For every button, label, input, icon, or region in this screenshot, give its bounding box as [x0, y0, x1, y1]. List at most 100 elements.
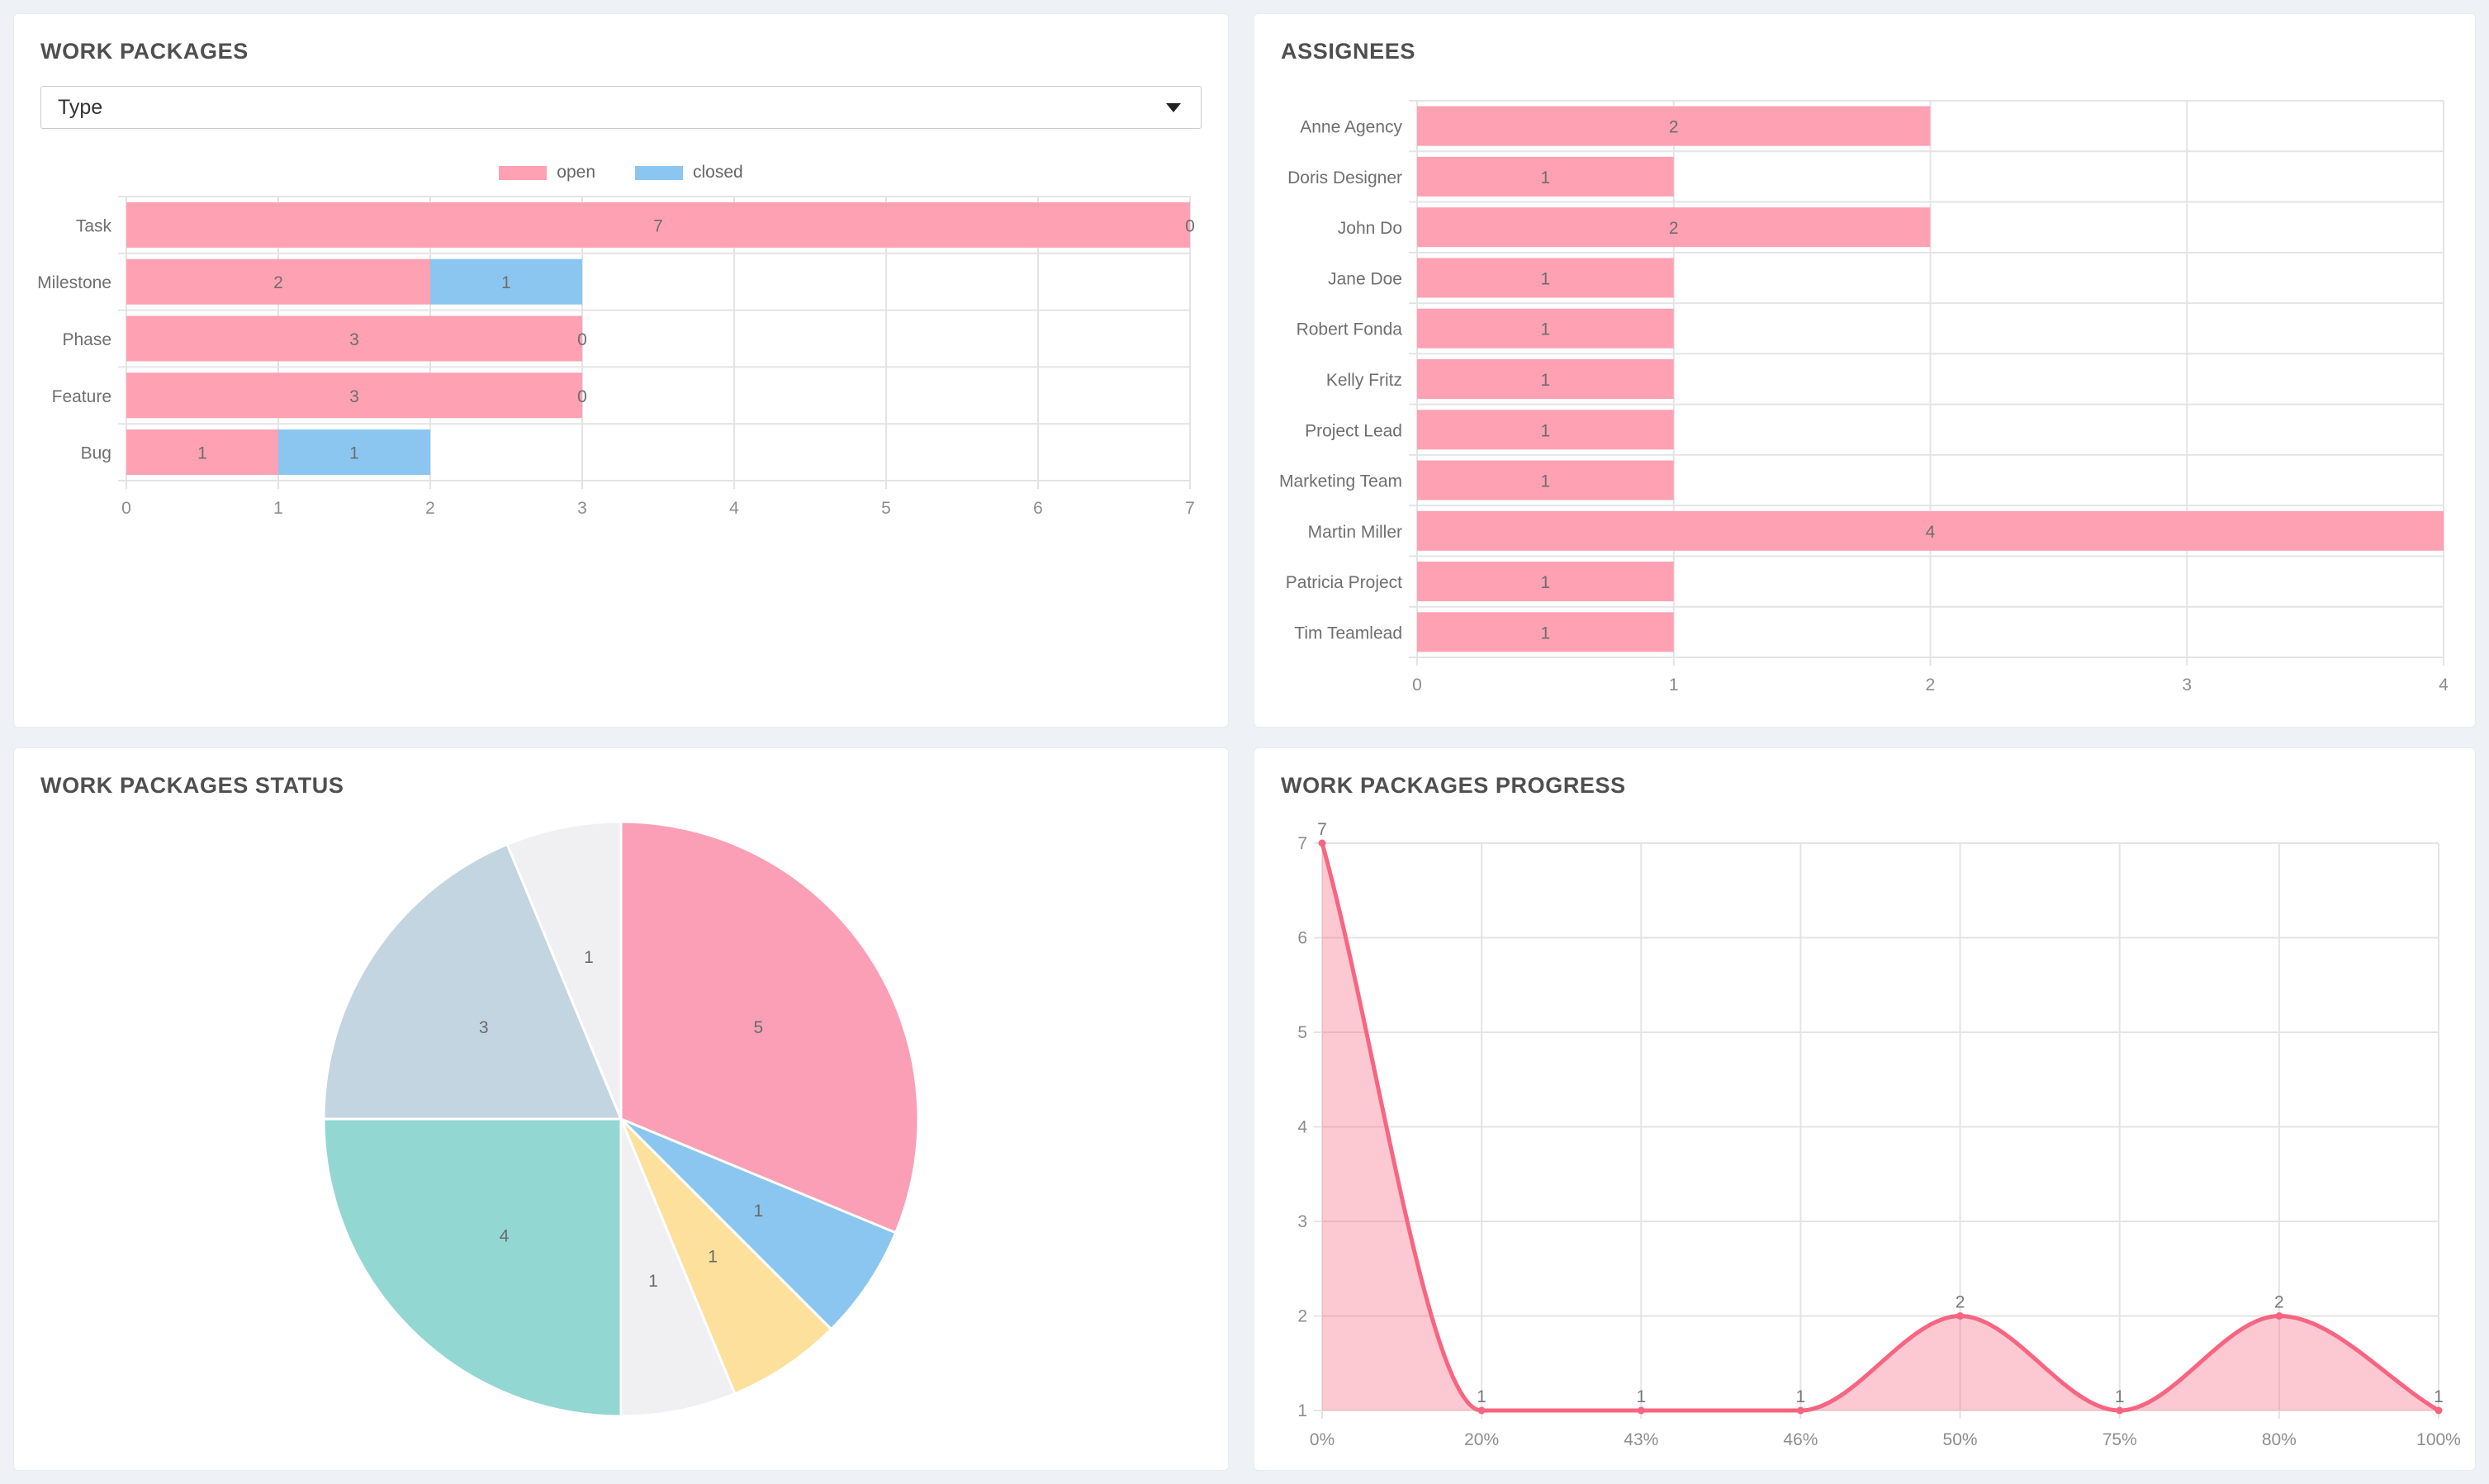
assignee-bar — [1417, 510, 2444, 551]
x-tick-label: 6 — [1033, 499, 1043, 518]
bar-value-label: 0 — [1185, 216, 1195, 235]
bar-value-label: 2 — [1669, 118, 1679, 137]
x-tick-label: 75% — [2103, 1430, 2137, 1449]
legend-label: closed — [693, 163, 743, 182]
bar-open — [126, 372, 582, 419]
y-tick-label: 5 — [1297, 1023, 1307, 1042]
x-tick-label: 7 — [1185, 499, 1195, 518]
y-tick-label: 2 — [1297, 1307, 1307, 1326]
progress-point — [1477, 1406, 1486, 1415]
progress-point — [1318, 839, 1326, 847]
category-label: Marketing Team — [1279, 472, 1402, 491]
y-tick-label: 7 — [1297, 834, 1307, 853]
pie-slice — [619, 1117, 833, 1396]
category-label: Anne Agency — [1300, 118, 1402, 137]
category-label: Kelly Fritz — [1326, 371, 1402, 390]
y-tick-label: 1 — [1297, 1401, 1307, 1420]
x-tick-label: 2 — [425, 499, 435, 518]
x-tick-label: 4 — [729, 499, 739, 518]
pie-label: 4 — [500, 1226, 510, 1245]
pie-label: 1 — [648, 1272, 658, 1291]
bar-value-label: 1 — [1541, 421, 1551, 440]
progress-point — [1796, 1406, 1804, 1415]
category-label: Phase — [62, 330, 111, 349]
assignee-bar — [1417, 258, 1674, 298]
bar-open — [126, 202, 1190, 248]
status-pie-chart: 5 1 1 1 4 3 1 — [322, 820, 920, 1418]
assignee-bar — [1417, 359, 1674, 399]
progress-line — [1320, 841, 2441, 1413]
assignee-bar — [1417, 106, 1931, 146]
bar-value-label: 1 — [1541, 168, 1551, 187]
assignee-bar — [1417, 460, 1674, 500]
progress-value-label: 1 — [1477, 1387, 1486, 1406]
category-label: Doris Designer — [1287, 168, 1402, 187]
assignee-bar — [1417, 156, 1674, 197]
x-tick-label: 100% — [2416, 1430, 2461, 1449]
pie-slice — [619, 1117, 898, 1331]
legend-item-open[interactable]: open — [499, 163, 595, 183]
bar-value-label: 2 — [273, 273, 283, 292]
category-label: Martin Miller — [1308, 523, 1402, 542]
type-select[interactable]: Type — [40, 86, 1202, 129]
pie-slice — [619, 1117, 737, 1418]
work-packages-bar-chart: 0 1 2 3 4 5 6 7 7 0 Task 2 1 Milestone 3 0 Phase 3 0 Featur… — [37, 196, 1195, 518]
bar-open — [126, 258, 430, 305]
bar-closed — [430, 258, 582, 305]
bar-value-label: 4 — [1926, 523, 1936, 542]
category-label: Jane Doe — [1328, 269, 1402, 288]
bar-open — [126, 315, 582, 362]
assignee-bar — [1417, 207, 1931, 248]
x-tick-label: 0 — [1412, 676, 1422, 695]
pie-slice — [322, 1117, 623, 1418]
category-label: John Do — [1338, 219, 1402, 238]
bar-closed — [278, 429, 430, 476]
panel-work-packages-status: WORK PACKAGES STATUS 5 1 1 1 4 3 1 — [13, 747, 1229, 1471]
bar-value-label: 1 — [1541, 623, 1551, 642]
legend-item-closed[interactable]: closed — [635, 163, 743, 183]
panel-assignees: ASSIGNEES 0 1 2 3 4 2 Anne Agency 1 Doris Design… — [1254, 13, 2476, 728]
progress-point — [1637, 1406, 1645, 1415]
legend-swatch — [499, 165, 548, 180]
progress-area-chart: 1 2 3 4 5 6 7 0% 20% 43% 46% 50% 75% 80% 100% 7 1 1 1 2 1 2 1 — [1297, 820, 2461, 1449]
pie-label: 5 — [753, 1018, 763, 1037]
x-tick-label: 3 — [2182, 676, 2192, 695]
bar-value-label: 3 — [349, 387, 359, 406]
assignees-bar-chart: 0 1 2 3 4 2 Anne Agency 1 Doris Designer 2 John Do… — [1279, 100, 2449, 695]
progress-value-label: 1 — [1636, 1387, 1646, 1406]
bar-value-label: 1 — [197, 444, 207, 463]
progress-value-label: 2 — [2274, 1293, 2284, 1312]
bar-value-label: 1 — [501, 273, 511, 292]
pie-label: 1 — [708, 1247, 718, 1266]
bar-value-label: 1 — [1541, 371, 1551, 390]
x-tick-label: 0 — [121, 499, 131, 518]
pie-label: 3 — [479, 1018, 489, 1037]
x-tick-label: 43% — [1624, 1430, 1658, 1449]
progress-point — [2434, 1406, 2443, 1415]
progress-point — [1956, 1312, 1965, 1320]
category-label: Task — [76, 216, 112, 235]
y-tick-label: 6 — [1297, 929, 1307, 948]
y-tick-label: 4 — [1297, 1118, 1307, 1137]
category-label: Patricia Project — [1286, 573, 1402, 592]
bar-value-label: 1 — [1541, 269, 1551, 288]
pie-label: 1 — [753, 1202, 763, 1221]
assignee-bar — [1417, 308, 1674, 348]
x-tick-label: 0% — [1310, 1430, 1335, 1449]
bar-value-label: 1 — [1541, 320, 1551, 339]
category-label: Feature — [52, 387, 111, 406]
x-tick-label: 20% — [1464, 1430, 1499, 1449]
x-tick-label: 80% — [2262, 1430, 2297, 1449]
legend-swatch — [635, 165, 683, 180]
bar-value-label: 1 — [349, 444, 359, 463]
x-tick-label: 2 — [1926, 676, 1936, 695]
category-label: Tim Teamlead — [1294, 623, 1402, 642]
type-select-value: Type — [58, 95, 103, 119]
progress-point — [2116, 1406, 2124, 1415]
x-tick-label: 3 — [577, 499, 587, 518]
assignee-bar — [1417, 612, 1674, 652]
x-tick-label: 50% — [1943, 1430, 1978, 1449]
pie-slice — [505, 820, 623, 1121]
